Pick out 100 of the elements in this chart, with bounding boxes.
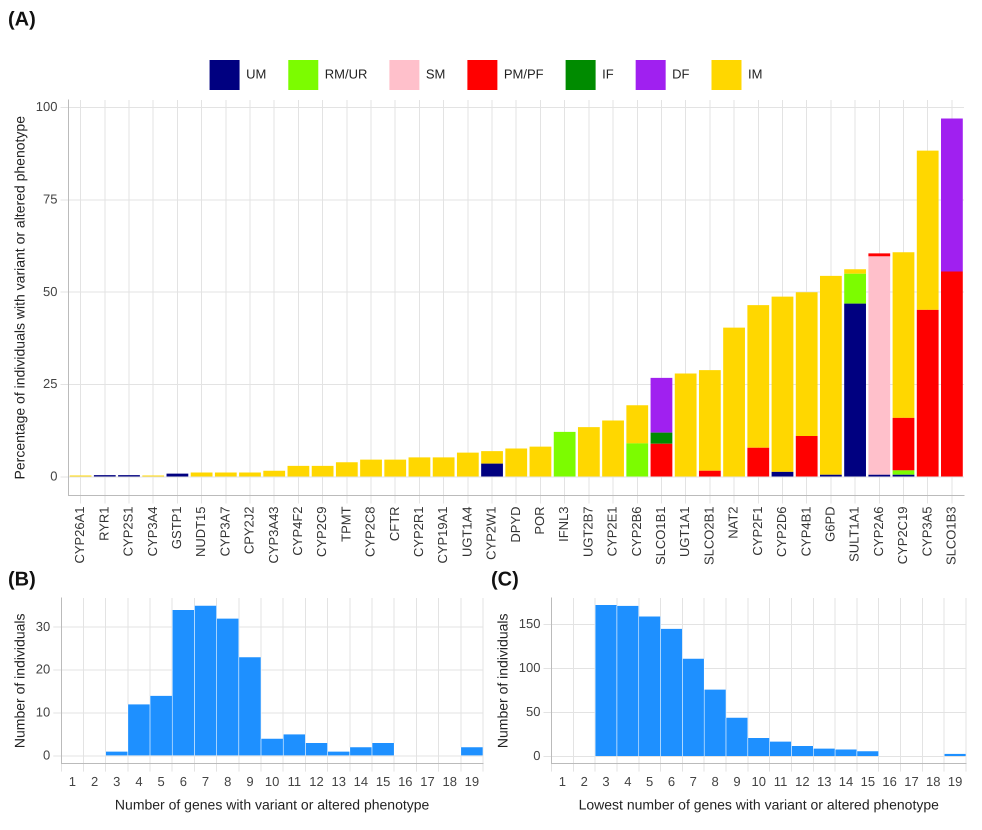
x-tick-label: 9: [246, 774, 254, 789]
x-tick-label: 2: [90, 774, 98, 789]
legend-label: RM/UR: [324, 66, 368, 82]
x-tick-label: 10: [264, 774, 280, 789]
bar: [941, 271, 963, 476]
x-tick-label: 15: [376, 774, 390, 789]
x-tick-label: 11: [288, 774, 302, 789]
x-tick-label: 19: [464, 774, 480, 789]
x-tick-label: 1: [558, 774, 566, 789]
x-axis-title: Lowest number of genes with variant or altered phenotype: [578, 796, 940, 812]
x-tick-label: UGT2B7: [580, 506, 596, 558]
x-tick-label: 17: [420, 774, 435, 789]
x-tick-label: CYP2S1: [120, 506, 136, 556]
x-tick-label: 5: [158, 774, 165, 789]
y-tick-label: 0: [50, 468, 58, 484]
x-tick-label: CYP2C9: [314, 506, 330, 558]
x-tick-label: NAT2: [726, 506, 741, 539]
bar: [892, 470, 914, 475]
x-tick-label: POR: [532, 506, 548, 535]
y-tick-label: 50: [526, 704, 540, 720]
x-tick-label: 16: [882, 774, 897, 789]
legend-label: IF: [602, 66, 614, 82]
x-tick-label: 13: [816, 774, 832, 789]
bar: [626, 405, 648, 444]
bar: [602, 420, 624, 476]
bar: [796, 292, 818, 436]
x-tick-label: 10: [752, 774, 766, 789]
x-tick-label: CYP2C19: [895, 506, 910, 564]
legend-label: PM/PF: [504, 66, 544, 82]
x-tick-label: CYP26A1: [72, 506, 88, 564]
x-tick-label: CYP2F1: [750, 506, 765, 556]
x-tick-label: UGT1A4: [459, 506, 474, 558]
bar: [481, 451, 503, 464]
x-tick-label: CYP2A6: [870, 506, 886, 556]
bar: [772, 472, 794, 476]
x-tick-label: 16: [398, 774, 413, 789]
y-tick-label: 10: [36, 704, 50, 720]
x-tick-label: CYP2D6: [774, 506, 790, 558]
chart-title: (C): [491, 568, 519, 591]
y-tick-label: 100: [518, 660, 540, 676]
x-tick-label: 6: [668, 774, 676, 789]
x-tick-label: 1: [68, 774, 76, 789]
bar: [723, 328, 745, 476]
bar: [578, 427, 600, 476]
x-tick-label: 6: [180, 774, 187, 789]
bar: [747, 305, 770, 448]
y-tick-label: 20: [36, 662, 50, 677]
x-axis-title: Number of genes with variant or altered phenotype: [114, 796, 430, 812]
bar: [214, 472, 237, 476]
bar: [626, 443, 648, 476]
bar: [698, 470, 721, 476]
chart-title: (A): [8, 8, 36, 31]
x-tick-label: CYP2E1: [604, 506, 620, 556]
x-tick-label: 3: [602, 774, 610, 789]
x-tick-label: 18: [442, 774, 457, 789]
x-tick-label: 8: [224, 774, 232, 789]
x-tick-label: 14: [354, 774, 368, 789]
bar: [844, 274, 866, 304]
bar: [916, 150, 939, 310]
x-tick-label: 13: [331, 774, 346, 789]
bar: [650, 378, 672, 433]
bar: [941, 118, 963, 272]
bar: [239, 472, 261, 476]
x-tick-label: 2: [580, 774, 588, 789]
legend-label: SM: [426, 66, 446, 82]
x-tick-label: 7: [202, 774, 210, 789]
bar: [772, 296, 794, 472]
bar: [456, 452, 479, 476]
x-tick-label: 8: [711, 774, 719, 789]
x-tick-label: DPYD: [508, 506, 523, 543]
x-tick-label: 12: [309, 774, 324, 789]
x-tick-label: CYP2R1: [411, 506, 426, 558]
x-tick-label: CYP3A43: [266, 506, 281, 564]
bar: [432, 457, 455, 476]
x-tick-label: IFNL3: [556, 506, 572, 542]
bar: [698, 370, 721, 471]
x-tick-label: CYP3A7: [217, 506, 232, 556]
bar: [384, 460, 406, 476]
x-tick-label: CYP2C8: [362, 506, 378, 558]
x-tick-label: CPY2J2: [242, 506, 257, 554]
x-tick-label: 18: [926, 774, 941, 789]
bar: [868, 253, 890, 256]
legend-label: IM: [748, 66, 762, 82]
bar: [408, 457, 430, 476]
y-tick-label: 25: [43, 376, 58, 392]
bar: [868, 256, 890, 475]
y-tick-label: 50: [43, 284, 58, 299]
x-tick-label: CYP2B6: [628, 506, 644, 556]
bar: [505, 448, 528, 476]
x-tick-label: CFTR: [386, 506, 402, 542]
x-tick-label: RYR1: [96, 506, 112, 541]
x-tick-label: CYP3A4: [144, 506, 160, 556]
x-tick-label: 3: [113, 774, 120, 789]
x-tick-label: 15: [860, 774, 876, 789]
x-tick-label: 17: [904, 774, 919, 789]
x-tick-label: SLCO2B1: [701, 506, 716, 566]
y-tick-label: 0: [43, 747, 50, 762]
x-tick-label: CYP2W1: [484, 506, 499, 560]
bar: [916, 310, 939, 476]
bar: [481, 464, 503, 476]
